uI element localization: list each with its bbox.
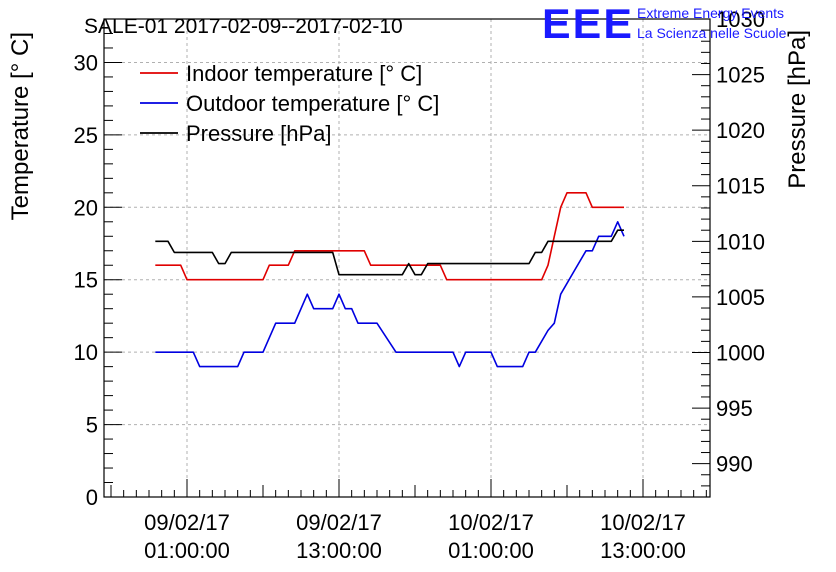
x-tick-label-time: 13:00:00 [296, 538, 382, 563]
x-tick-label-time: 13:00:00 [600, 538, 686, 563]
y2-tick-label: 990 [716, 452, 753, 477]
x-tick-label-date: 10/02/17 [600, 510, 686, 535]
brand-line-2: La Scienza nelle Scuole [637, 25, 787, 41]
series-layer [155, 192, 625, 368]
indoor-series-line [155, 192, 624, 281]
y-tick-label: 25 [74, 123, 98, 148]
y2-tick-label: 1015 [716, 174, 765, 199]
y-tick-label: 0 [86, 485, 98, 510]
ticks-layer: 0510152025309909951000100510101015102010… [74, 7, 765, 563]
legend-label-indoor: Indoor temperature [° C] [186, 61, 422, 86]
y-tick-label: 5 [86, 413, 98, 438]
y-tick-label: 10 [74, 340, 98, 365]
y2-tick-label: 1000 [716, 340, 765, 365]
y-tick-label: 20 [74, 195, 98, 220]
legend: Indoor temperature [° C] Outdoor temperat… [140, 61, 439, 146]
x-tick-label-time: 01:00:00 [144, 538, 230, 563]
brand-line-1: Extreme Energy Events [637, 5, 784, 21]
y2-tick-label: 995 [716, 396, 753, 421]
y2-tick-label: 1005 [716, 285, 765, 310]
y2-tick-label: 1025 [716, 63, 765, 88]
x-tick-label-time: 01:00:00 [448, 538, 534, 563]
legend-label-outdoor: Outdoor temperature [° C] [186, 91, 439, 116]
eee-logo: EEE Extreme Energy Events La Scienza nel… [542, 0, 787, 47]
y2-axis-label: Pressure [hPa] [784, 30, 811, 189]
y-tick-label: 30 [74, 50, 98, 75]
y-axis-label: Temperature [° C] [7, 32, 34, 220]
y2-tick-label: 1010 [716, 229, 765, 254]
outdoor-series-line [155, 221, 625, 368]
x-tick-label-date: 10/02/17 [448, 510, 534, 535]
eee-logo-text: EEE [542, 0, 634, 47]
y-tick-label: 15 [74, 268, 98, 293]
chart-title: SALE-01 2017-02-09--2017-02-10 [84, 15, 403, 38]
y2-tick-label: 1030 [716, 7, 765, 32]
legend-label-pressure: Pressure [hPa] [186, 121, 332, 146]
y2-tick-label: 1020 [716, 118, 765, 143]
x-tick-label-date: 09/02/17 [296, 510, 382, 535]
plot-frame [103, 18, 711, 498]
pressure-series-line [155, 229, 624, 276]
x-tick-label-date: 09/02/17 [144, 510, 230, 535]
